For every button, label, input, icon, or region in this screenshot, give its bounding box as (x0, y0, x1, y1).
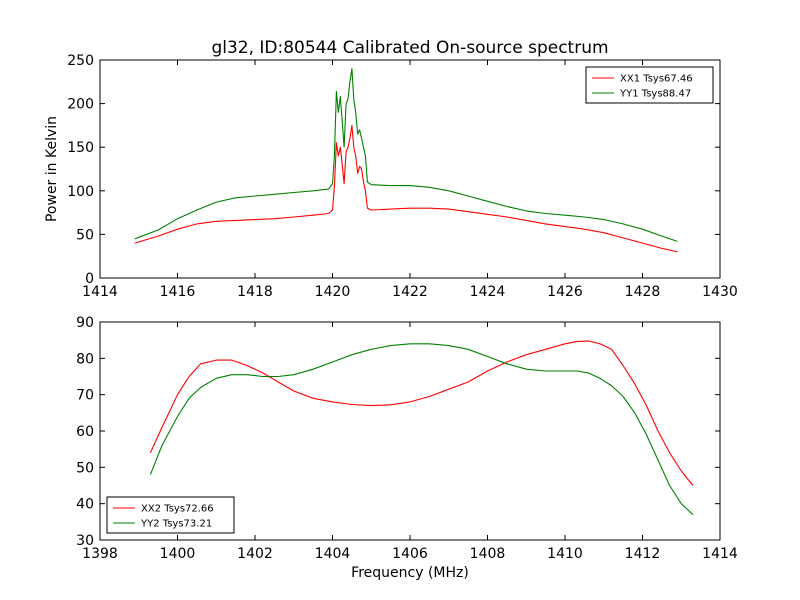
top-series-1-line (134, 124, 678, 253)
top-plot: 1414 1416 1418 1420 1422 1424 1426 1428 1430 0 50 1… (67, 53, 738, 300)
top-y-tick-label: 50 (76, 227, 94, 243)
top-x-tick-label: 1428 (625, 284, 661, 300)
bottom-x-axis-title: Frequency (MHz) (351, 565, 469, 581)
bottom-x-tick-label: 1400 (160, 546, 196, 562)
chart-title: gl32, ID:80544 Calibrated On-source spec… (211, 38, 608, 58)
top-x-tick-label: 1418 (237, 284, 273, 300)
bottom-legend-label: YY2 Tsys73.21 (140, 519, 212, 530)
top-legend: XX1 Tsys67.46 YY1 Tsys88.47 (585, 66, 714, 104)
top-y-axis-title: Power in Kelvin (44, 116, 60, 222)
bottom-series-2-line (149, 343, 694, 516)
top-x-tick-label: 1414 (82, 284, 118, 300)
top-legend-label: XX1 Tsys67.46 (620, 74, 693, 85)
bottom-y-tick-label: 90 (76, 315, 94, 331)
bottom-legend-label: XX2 Tsys72.66 (141, 504, 214, 515)
bottom-x-tick-label: 1398 (82, 546, 118, 562)
bottom-x-tick-label: 1412 (625, 546, 661, 562)
bottom-y-tick-label: 30 (76, 533, 94, 549)
bottom-y-tick-label: 70 (76, 388, 94, 404)
bottom-x-tick-label: 1404 (315, 546, 351, 562)
top-x-tick-label: 1420 (315, 284, 351, 300)
top-x-tick-label: 1422 (392, 284, 428, 300)
bottom-legend-box (106, 496, 235, 534)
top-x-tick-label: 1416 (160, 284, 196, 300)
top-y-tick-label: 250 (67, 53, 94, 69)
top-y-tick-label: 150 (67, 140, 94, 156)
bottom-x-tick-label: 1408 (470, 546, 506, 562)
bottom-x-tick-label: 1414 (702, 546, 738, 562)
top-x-tick-label: 1424 (470, 284, 506, 300)
top-y-tick-label: 0 (85, 271, 94, 287)
bottom-series-1-line (149, 340, 694, 486)
bottom-plot: 1398 1400 1402 1404 1406 1408 1410 1412 1414 30 40… (76, 315, 738, 562)
top-y-tick-label: 200 (67, 97, 94, 113)
bottom-x-tick-label: 1410 (547, 546, 583, 562)
bottom-y-tick-label: 40 (76, 497, 94, 513)
bottom-y-tick-label: 80 (76, 351, 94, 367)
bottom-x-tick-label: 1406 (392, 546, 428, 562)
top-y-tick-label: 100 (67, 184, 94, 200)
bottom-x-tick-label: 1402 (237, 546, 273, 562)
bottom-legend: XX2 Tsys72.66 YY2 Tsys73.21 (106, 496, 235, 534)
top-legend-box (585, 66, 714, 104)
top-series-2-line (134, 68, 678, 242)
bottom-y-tick-label: 60 (76, 424, 94, 440)
top-x-tick-label: 1426 (547, 284, 583, 300)
top-legend-label: YY1 Tsys88.47 (619, 89, 691, 100)
bottom-y-tick-label: 50 (76, 460, 94, 476)
top-x-tick-label: 1430 (702, 284, 738, 300)
